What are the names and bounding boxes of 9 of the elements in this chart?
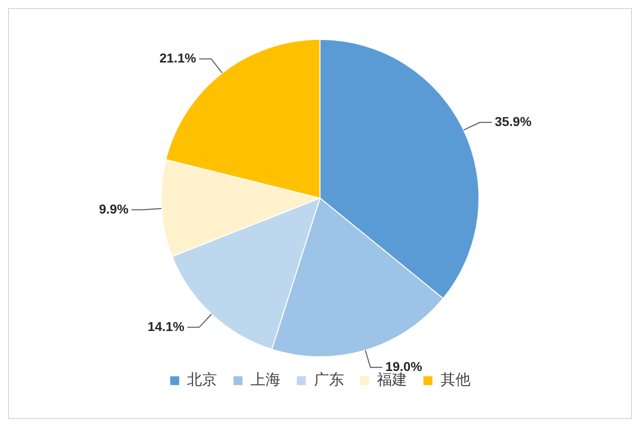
legend-label: 上海 [250,370,280,389]
legend-label: 其他 [440,370,470,389]
data-label: 9.9% [98,201,129,216]
legend-label: 北京 [187,370,218,389]
data-label: 35.9% [494,114,532,129]
legend-label: 福建 [377,370,408,389]
legend-label: 广东 [314,370,344,389]
data-label: 21.1% [159,50,197,66]
data-label: 14.1% [148,318,185,334]
